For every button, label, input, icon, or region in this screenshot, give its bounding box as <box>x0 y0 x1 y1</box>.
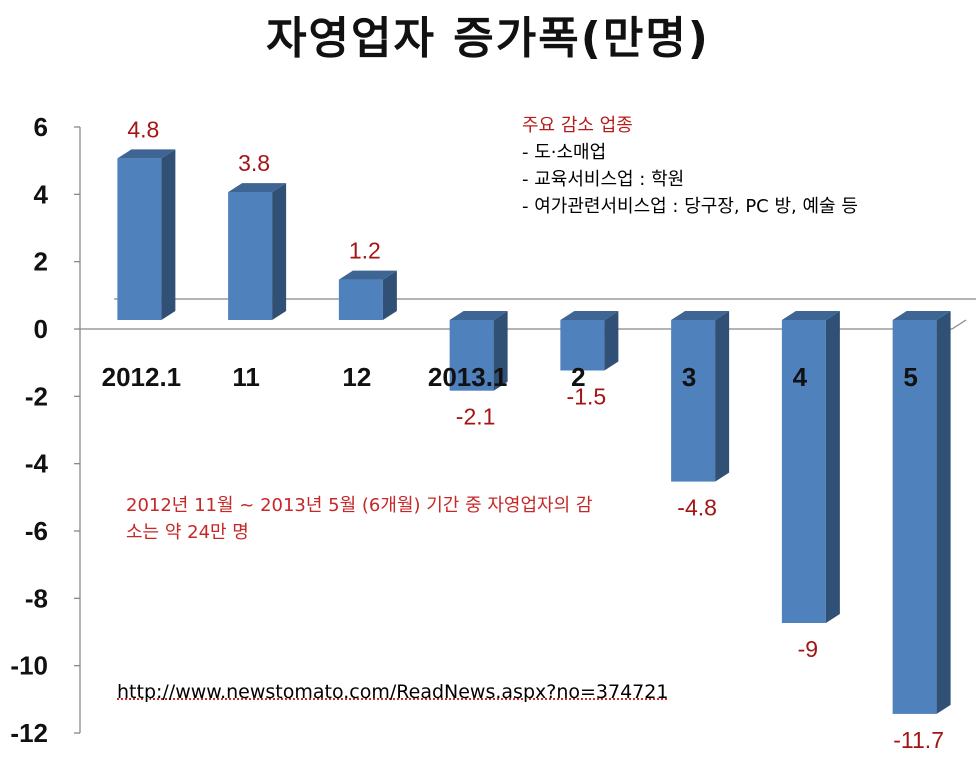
data-label: 1.2 <box>349 238 381 264</box>
x-tick-label: 11 <box>232 362 260 392</box>
y-tick-label: 6 <box>34 112 48 142</box>
bar <box>228 192 273 320</box>
data-label: 4.8 <box>127 116 159 142</box>
bar-side <box>382 270 397 320</box>
data-label: -11.7 <box>893 727 944 753</box>
x-tick-label: 2 <box>571 362 585 392</box>
bar-side <box>936 311 951 714</box>
data-label: -9 <box>798 636 818 662</box>
industry-note-title: 주요 감소 업종 <box>522 115 633 136</box>
bar <box>117 158 162 320</box>
y-tick-label: -10 <box>10 651 48 681</box>
bar-top <box>338 270 397 280</box>
y-tick-label: 2 <box>34 247 48 277</box>
y-tick-label: -6 <box>25 516 48 546</box>
bars <box>117 149 951 714</box>
bar-side <box>161 149 176 320</box>
bar-side <box>604 311 619 371</box>
x-tick-label: 2012.1 <box>102 362 182 392</box>
y-tick-label: -4 <box>25 449 49 479</box>
bar-top <box>228 183 287 193</box>
bar <box>560 320 605 371</box>
zero-plane-edge-line <box>951 319 967 330</box>
data-label: -1.5 <box>567 384 607 410</box>
bar <box>781 320 826 623</box>
industry-item: - 여가관련서비스업 : 당구장, PC 방, 예술 등 <box>522 196 858 217</box>
chart-title: 자영업자 증가폭(만명) <box>266 13 710 64</box>
bar-top <box>671 311 730 320</box>
x-tick-label: 2013.1 <box>428 362 508 392</box>
y-tick-label: -12 <box>10 718 48 748</box>
bar <box>449 320 494 391</box>
y-tick-label: -8 <box>25 583 48 613</box>
x-tick-label: 4 <box>793 362 808 392</box>
data-label: -2.1 <box>456 404 496 430</box>
bar-side <box>825 311 840 623</box>
data-label: 3.8 <box>238 150 270 176</box>
bar-top <box>449 311 508 320</box>
bar-top <box>560 311 619 320</box>
y-tick-label: 4 <box>34 179 49 209</box>
bar <box>671 320 716 482</box>
bar-top <box>892 311 951 320</box>
y-tick-label: -2 <box>25 381 48 411</box>
industry-item: - 도·소매업 <box>522 142 607 163</box>
y-tick-label: 0 <box>34 314 48 344</box>
source-url[interactable]: http://www.newstomato.com/ReadNews.aspx?… <box>117 681 668 703</box>
industry-note: 주요 감소 업종 - 도·소매업 - 교육서비스업 : 학원 - 여가관련서비스… <box>522 112 858 220</box>
period-note: 2012년 11월 ~ 2013년 5월 (6개월) 기간 중 자영업자의 감소… <box>126 495 593 543</box>
bar <box>892 320 937 714</box>
bar-side <box>272 183 287 320</box>
x-tick-label: 3 <box>682 362 696 392</box>
bar-side <box>493 311 508 391</box>
data-label: -4.8 <box>677 495 717 521</box>
labels: 4.8 2012.1 3.8 11 1.2 12 -2.1 2013.1 -1.52 -4.8 3 -… <box>102 116 944 753</box>
industry-item: - 교육서비스업 : 학원 <box>522 169 685 190</box>
source-url-text[interactable]: http://www.newstomato.com/ReadNews.aspx?… <box>117 681 669 703</box>
x-tick-label: 5 <box>903 362 917 392</box>
x-tick-label: 12 <box>342 362 371 392</box>
bar-top <box>117 149 176 159</box>
bar-side <box>715 311 730 482</box>
bar-top <box>781 311 840 320</box>
bar <box>338 279 383 320</box>
